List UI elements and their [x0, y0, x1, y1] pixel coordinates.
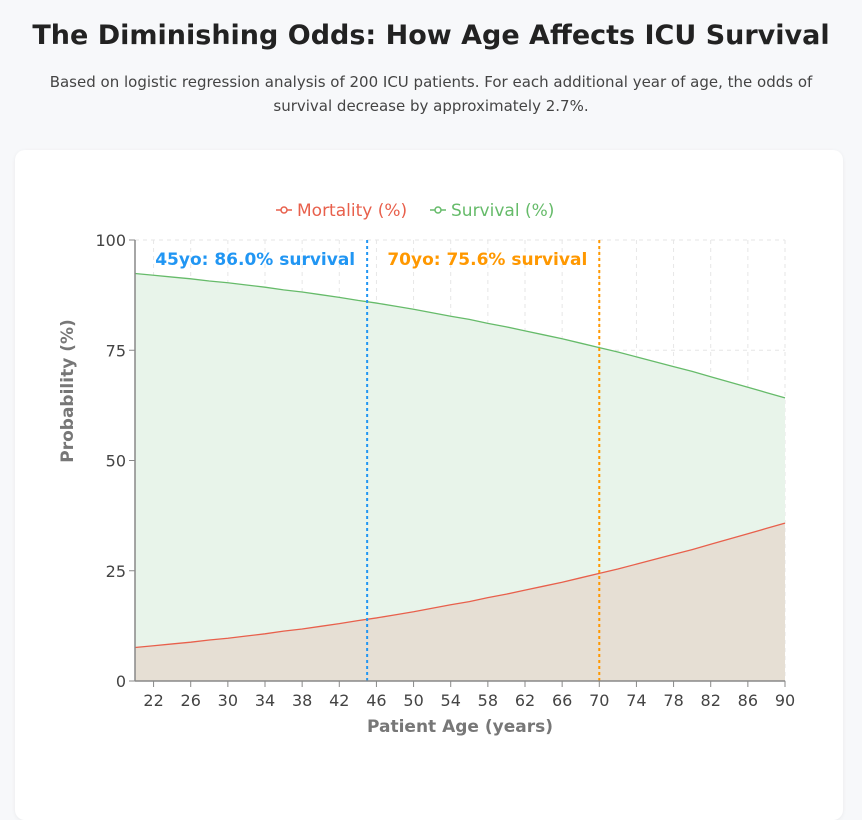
annotation-label-45: 45yo: 86.0% survival	[155, 250, 355, 270]
x-tick-label: 90	[775, 691, 795, 710]
legend: Mortality (%) Survival (%)	[276, 201, 554, 221]
x-tick-label: 22	[143, 691, 163, 710]
y-axis-label: Probability (%)	[58, 319, 78, 463]
annotations: 45yo: 86.0% survival 70yo: 75.6% survival	[155, 240, 601, 681]
x-tick-label: 54	[441, 691, 461, 710]
y-tick-label: 75	[106, 341, 126, 360]
x-tick-label: 62	[515, 691, 535, 710]
legend-item-mortality: Mortality (%)	[276, 201, 407, 221]
x-tick-label: 34	[255, 691, 275, 710]
annotation-label-70: 70yo: 75.6% survival	[387, 250, 587, 270]
y-tick-label: 0	[116, 672, 126, 691]
x-tick-label: 50	[403, 691, 423, 710]
legend-marker-icon	[434, 206, 442, 214]
mortality-area	[135, 523, 785, 681]
x-tick-label: 26	[181, 691, 201, 710]
mortality-line	[134, 522, 786, 649]
x-tick-label: 86	[738, 691, 758, 710]
survival-line	[134, 272, 786, 399]
x-tick-label: 58	[478, 691, 498, 710]
x-tick-label: 42	[329, 691, 349, 710]
x-tick-label: 82	[701, 691, 721, 710]
x-tick-label: 38	[292, 691, 312, 710]
legend-label: Mortality (%)	[297, 201, 407, 221]
x-tick-label: 66	[552, 691, 572, 710]
legend-item-survival: Survival (%)	[430, 201, 554, 221]
x-tick-label: 74	[626, 691, 646, 710]
x-axis-label: Patient Age (years)	[367, 717, 553, 737]
y-tick-label: 25	[106, 562, 126, 581]
x-tick-label: 78	[663, 691, 683, 710]
page-title: The Diminishing Odds: How Age Affects IC…	[32, 20, 830, 51]
legend-label: Survival (%)	[451, 201, 554, 221]
axes: 22 26 30 34 38 42 46 50 54 58 62 66 70 74 78 82 86 90 0 25 5…	[95, 231, 795, 710]
y-tick-label: 50	[106, 452, 126, 471]
y-tick-label: 100	[95, 231, 126, 250]
x-tick-label: 46	[366, 691, 386, 710]
areas	[135, 273, 785, 681]
page-subtitle: Based on logistic regression analysis of…	[49, 73, 813, 115]
x-tick-label: 70	[589, 691, 609, 710]
x-tick-label: 30	[218, 691, 238, 710]
lines	[134, 272, 786, 649]
legend-marker-icon	[280, 206, 288, 214]
